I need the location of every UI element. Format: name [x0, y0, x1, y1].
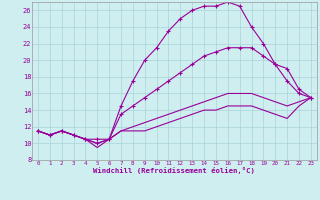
X-axis label: Windchill (Refroidissement éolien,°C): Windchill (Refroidissement éolien,°C) — [93, 167, 255, 174]
